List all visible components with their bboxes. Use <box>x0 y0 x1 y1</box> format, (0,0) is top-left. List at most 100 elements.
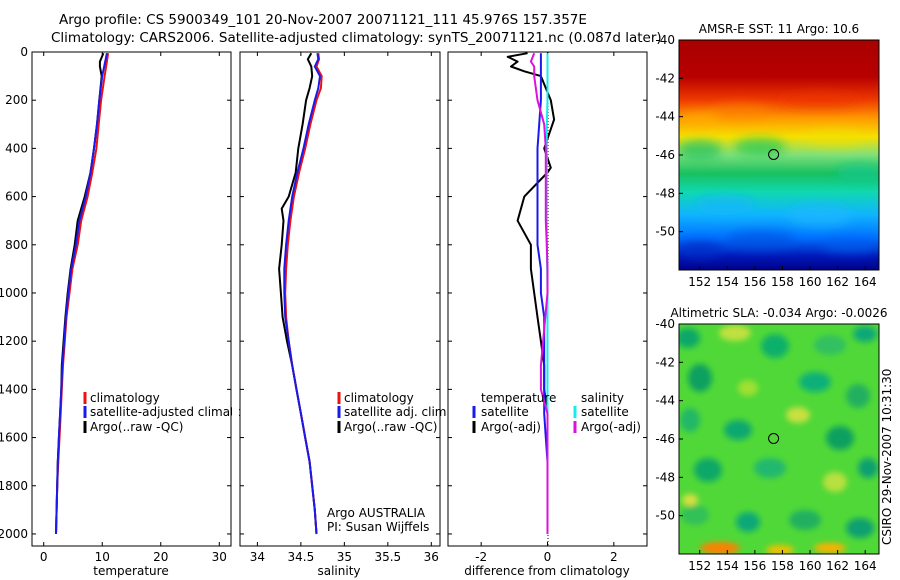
sst-map-ticks: 152 154 156 158 160 162 164 -40 -42 -44 -46 -48 -50 <box>655 33 876 289</box>
temperature-lines <box>55 52 110 535</box>
legend-label-satellite-adjusted: satellite-adjusted climatology <box>90 405 268 419</box>
legend-label-temp-satellite: satellite <box>481 405 529 419</box>
sst-heatmap <box>679 40 879 270</box>
y-tick-label: -42 <box>655 355 675 369</box>
sla-map-title: Altimetric SLA: -0.034 Argo: -0.0026 <box>670 306 887 320</box>
sst-texture <box>679 93 879 258</box>
legend-label-climatology: climatology <box>90 391 160 405</box>
legend-label-climatology: climatology <box>344 391 414 405</box>
temperature-ticks: 0 10 20 30 0 200 400 600 800 1000 1200 1400 1600 1800… <box>0 45 231 564</box>
x-tick-label: 164 <box>854 275 877 289</box>
legend-label-temp-argo: Argo(-adj) <box>481 420 541 434</box>
temperature-profile-panel: 0 10 20 30 0 200 400 600 800 1000 1200 1400 1600 1800… <box>0 45 268 578</box>
x-tick-label: 156 <box>743 275 766 289</box>
y-tick-label: -44 <box>655 110 675 124</box>
salinity-ticks: 34 34.5 35 35.5 36 <box>240 51 440 564</box>
salinity-xlabel: salinity <box>317 564 360 578</box>
x-tick-label: 20 <box>153 550 168 564</box>
x-tick-label: 30 <box>212 550 227 564</box>
x-tick-label: -2 <box>475 550 487 564</box>
legend-title-temperature: temperature <box>481 391 556 405</box>
y-tick-label: 2000 <box>0 527 28 541</box>
y-tick-label: 1800 <box>0 479 28 493</box>
difference-profile-panel: -2 0 2 difference from climatology tempera… <box>447 51 648 578</box>
y-tick-label: 200 <box>5 93 28 107</box>
y-tick-label: 1200 <box>0 334 28 348</box>
header-line-2: Climatology: CARS2006. Satellite-adjuste… <box>51 30 662 46</box>
difference-ticks: -2 0 2 <box>448 51 647 564</box>
salinity-legend: climatology satellite adj. clim. Argo(..… <box>337 391 450 434</box>
legend-label-sal-argo: Argo(-adj) <box>581 420 641 434</box>
y-tick-label: -44 <box>655 394 675 408</box>
x-tick-label: 154 <box>716 275 739 289</box>
series-line-satellite-adj-clim <box>283 53 321 535</box>
header-line-1: Argo profile: CS 5900349_101 20-Nov-2007… <box>59 12 587 28</box>
sla-map-ticks: 152 154 156 158 160 162 164 -40 -42 -44 -46 -48 -50 <box>655 317 876 573</box>
legend-title-salinity: salinity <box>581 391 624 405</box>
sla-heatmap <box>679 324 879 554</box>
x-tick-label: 162 <box>826 275 849 289</box>
x-tick-label: 158 <box>771 275 794 289</box>
y-tick-label: 1400 <box>0 382 28 396</box>
x-tick-label: 34.5 <box>288 550 315 564</box>
sla-map-panel: Altimetric SLA: -0.034 Argo: -0.0026 <box>655 306 887 573</box>
y-tick-label: 800 <box>5 238 28 252</box>
x-tick-label: 35.5 <box>374 550 401 564</box>
difference-legend: temperature satellite Argo(-adj) salinit… <box>472 391 641 434</box>
argo-position-marker <box>768 433 780 444</box>
x-tick-label: 156 <box>743 559 766 573</box>
sst-map-panel: AMSR-E SST: 11 Argo: 10.6 152 154 156 158 16… <box>655 22 880 289</box>
x-tick-label: 36 <box>424 550 439 564</box>
x-tick-label: 160 <box>799 559 822 573</box>
x-tick-label: 154 <box>716 559 739 573</box>
argo-position-marker <box>768 149 780 160</box>
credit-timestamp: CSIRO 29-Nov-2007 10:31:30 <box>880 369 894 545</box>
difference-xlabel: difference from climatology <box>464 564 630 578</box>
legend-label-argo: Argo(..raw -QC) <box>90 420 183 434</box>
y-tick-label: 400 <box>5 141 28 155</box>
y-tick-label: -42 <box>655 71 675 85</box>
x-tick-label: 152 <box>688 559 711 573</box>
temperature-xlabel: temperature <box>93 564 168 578</box>
salinity-profile-panel: 34 34.5 35 35.5 36 salinity climatology sate… <box>239 51 450 578</box>
legend-overflow-mask <box>232 400 239 424</box>
y-tick-label: -40 <box>655 33 675 47</box>
sla-texture <box>679 325 878 554</box>
x-tick-label: 0 <box>40 550 48 564</box>
x-tick-label: 162 <box>826 559 849 573</box>
legend-label-argo: Argo(..raw -QC) <box>344 420 437 434</box>
x-tick-label: 10 <box>95 550 110 564</box>
y-tick-label: -48 <box>655 470 675 484</box>
series-line-satellite-adjusted-climatology <box>55 53 108 535</box>
x-tick-label: 35 <box>337 550 352 564</box>
y-tick-label: -46 <box>655 432 675 446</box>
y-tick-label: -50 <box>655 225 675 239</box>
legend-label-satellite-adj: satellite adj. clim. <box>344 405 450 419</box>
salinity-lines <box>278 52 323 535</box>
difference-lines <box>506 52 556 534</box>
y-tick-label: 0 <box>20 45 28 59</box>
series-line-salinity-argo-adj <box>529 52 549 534</box>
y-tick-label: -46 <box>655 148 675 162</box>
x-tick-label: 0 <box>544 550 552 564</box>
y-tick-label: -48 <box>655 186 675 200</box>
temperature-legend: climatology satellite-adjusted climatolo… <box>83 391 268 434</box>
x-tick-label: 160 <box>799 275 822 289</box>
y-tick-label: -40 <box>655 317 675 331</box>
x-tick-label: 152 <box>688 275 711 289</box>
y-tick-label: 600 <box>5 190 28 204</box>
x-tick-label: 164 <box>854 559 877 573</box>
salinity-axes-frame <box>239 51 441 547</box>
x-tick-label: 34 <box>250 550 265 564</box>
annotation-pi: PI: Susan Wijffels <box>327 520 429 534</box>
y-tick-label: -50 <box>655 509 675 523</box>
sst-map-title: AMSR-E SST: 11 Argo: 10.6 <box>699 22 859 36</box>
y-tick-label: 1600 <box>0 431 28 445</box>
y-tick-label: 1000 <box>0 286 28 300</box>
legend-label-sal-satellite: satellite <box>581 405 629 419</box>
x-tick-label: 2 <box>610 550 618 564</box>
annotation-argo-australia: Argo AUSTRALIA <box>327 506 426 520</box>
x-tick-label: 158 <box>771 559 794 573</box>
temperature-axes-frame <box>31 51 232 547</box>
